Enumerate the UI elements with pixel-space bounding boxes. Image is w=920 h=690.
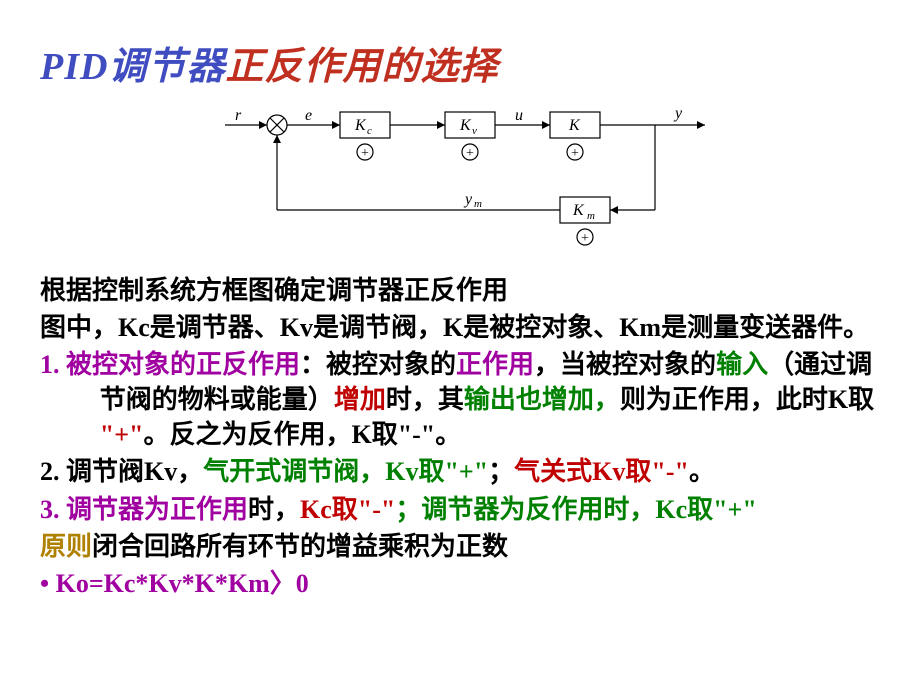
slide-body: 根据控制系统方框图确定调节器正反作用 图中，Kc是调节器、Kv是调节阀，K是被控… bbox=[40, 273, 890, 601]
label-u: u bbox=[515, 107, 523, 124]
line-1: 根据控制系统方框图确定调节器正反作用 bbox=[40, 273, 890, 308]
svg-text:m: m bbox=[474, 198, 482, 210]
label-kc: K bbox=[354, 117, 367, 134]
slide-title: PID调节器正反作用的选择 bbox=[40, 35, 890, 90]
label-y: y bbox=[673, 105, 683, 122]
control-loop-svg: .bl { fill:#fff; stroke:#000; stroke-wid… bbox=[205, 100, 725, 250]
svg-text:+: + bbox=[581, 231, 589, 246]
label-kv-sub: v bbox=[472, 125, 477, 137]
label-kc-sub: c bbox=[367, 125, 372, 137]
label-kv: K bbox=[459, 117, 472, 134]
title-part-1: PID调节器 bbox=[40, 46, 225, 88]
label-k: K bbox=[568, 117, 581, 134]
label-km-sub: m bbox=[587, 210, 595, 222]
label-km: K bbox=[572, 202, 585, 219]
rule-2: 2. 调节阀Kv，气开式调节阀，Kv取"+"；气关式Kv取"-"。 bbox=[40, 454, 890, 489]
label-r: r bbox=[235, 107, 242, 124]
rule-1: 1. 被控对象的正反作用：被控对象的正作用，当被控对象的输入（通过调节阀的物料或… bbox=[40, 347, 890, 452]
svg-text:+: + bbox=[361, 146, 369, 161]
svg-text:+: + bbox=[571, 146, 579, 161]
principle-line: 原则闭合回路所有环节的增益乘积为正数 bbox=[40, 529, 890, 564]
line-2: 图中，Kc是调节器、Kv是调节阀，K是被控对象、Km是测量变送器件。 bbox=[40, 310, 890, 345]
formula-line: • Ko=Kc*Kv*K*Km〉0 bbox=[40, 566, 890, 601]
label-e: e bbox=[305, 107, 312, 124]
svg-text:+: + bbox=[466, 146, 474, 161]
rule-3: 3. 调节器为正作用时，Kc取"-"；调节器为反作用时，Kc取"+" bbox=[40, 492, 890, 527]
title-part-2: 正反作用的选择 bbox=[225, 46, 498, 88]
label-ym: y bbox=[463, 191, 473, 208]
slide: PID调节器正反作用的选择 .bl { fill:#fff; stroke:#0… bbox=[0, 0, 920, 601]
block-diagram: .bl { fill:#fff; stroke:#000; stroke-wid… bbox=[40, 100, 890, 255]
